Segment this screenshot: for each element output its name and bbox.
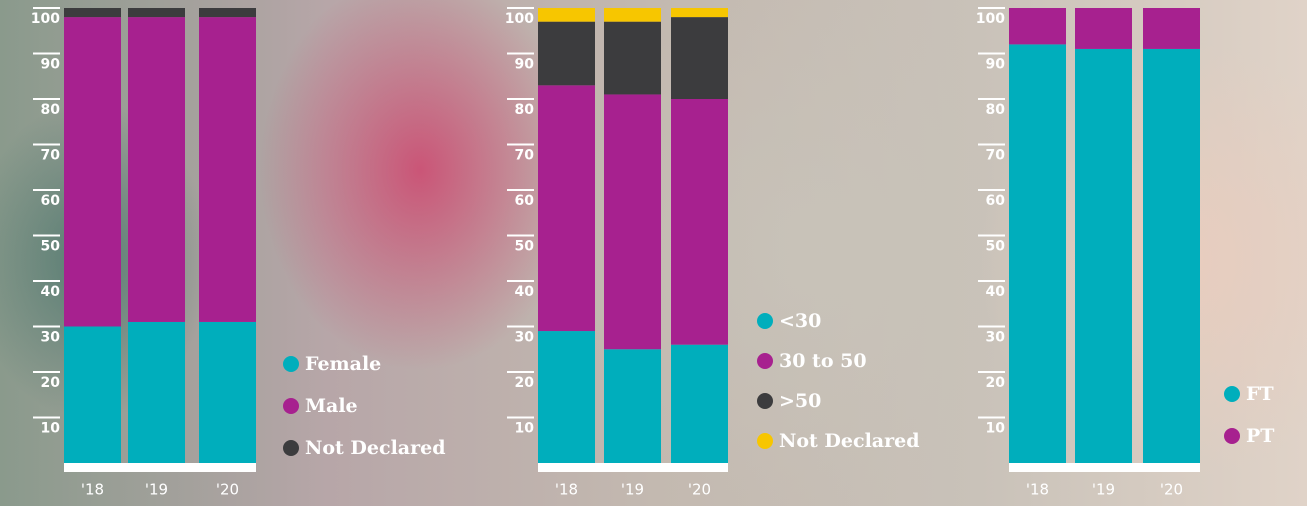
y-tick-label: 80 [986, 102, 1006, 118]
bar-segment [1009, 44, 1066, 463]
bar-segment [1009, 8, 1066, 44]
y-tick-label: 90 [986, 57, 1006, 73]
bar-segment [199, 8, 256, 17]
y-tick-label: 80 [515, 102, 535, 118]
bar-segment [671, 17, 728, 99]
y-tick-label: 40 [986, 284, 1006, 300]
bar-segment [1075, 8, 1132, 49]
charts: 10 20 30 40 50 60 70 80 90 100 '18 '19 '20 Female Male… [0, 0, 1307, 506]
y-tick-label: 30 [515, 330, 535, 346]
y-tick-label: 50 [41, 239, 61, 255]
bar-segment [199, 17, 256, 322]
bar-segment [128, 322, 185, 463]
legend-label: 30 to 50 [779, 350, 867, 372]
legend-label: >50 [779, 390, 821, 412]
x-tick-label: '20 [216, 481, 239, 499]
y-tick-label: 40 [41, 284, 61, 300]
page: 10 20 30 40 50 60 70 80 90 100 '18 '19 '20 Female Male… [0, 0, 1307, 506]
bar-segment [128, 17, 185, 322]
bar-segment [128, 8, 185, 17]
y-tick-label: 20 [41, 375, 61, 391]
legend-label: <30 [779, 310, 821, 332]
x-tick-label: '19 [145, 481, 168, 499]
y-tick-label: 60 [986, 193, 1006, 209]
y-tick-label: 60 [515, 193, 535, 209]
bar-segment [538, 8, 595, 22]
legend-label: Female [305, 353, 381, 375]
y-tick-label: 70 [986, 148, 1006, 164]
x-tick-label: '19 [1092, 481, 1115, 499]
y-tick-label: 70 [515, 148, 535, 164]
baseline [1009, 463, 1200, 472]
bar-segment [604, 349, 661, 463]
bar-segment [604, 22, 661, 95]
bar-segment [538, 331, 595, 463]
bar-segment [671, 345, 728, 463]
bar-segment [64, 327, 121, 464]
legend-swatch [283, 440, 299, 456]
y-tick-label: 30 [986, 330, 1006, 346]
bar-segment [199, 322, 256, 463]
legend-swatch [757, 313, 773, 329]
baseline [64, 463, 256, 472]
bar-segment [1143, 8, 1200, 49]
legend-swatch [1224, 386, 1240, 402]
y-tick-label: 90 [515, 57, 535, 73]
legend-label: Not Declared [305, 437, 445, 459]
y-tick-label: 50 [986, 239, 1006, 255]
bar-segment [1075, 49, 1132, 463]
y-tick-label: 30 [41, 330, 61, 346]
legend-swatch [283, 398, 299, 414]
bar-segment [64, 17, 121, 326]
y-tick-label: 60 [41, 193, 61, 209]
x-tick-label: '20 [688, 481, 711, 499]
x-tick-label: '18 [81, 481, 104, 499]
legend-swatch [1224, 428, 1240, 444]
legend-label: PT [1246, 425, 1274, 447]
x-tick-label: '18 [555, 481, 578, 499]
bar-segment [604, 94, 661, 349]
bar-segment [1143, 49, 1200, 463]
y-tick-label: 20 [515, 375, 535, 391]
y-tick-label: 10 [515, 421, 535, 437]
y-tick-label: 90 [41, 57, 61, 73]
legend-label: Male [305, 395, 358, 417]
legend-label: FT [1246, 383, 1274, 405]
legend-swatch [283, 356, 299, 372]
y-tick-label: 100 [505, 11, 534, 27]
y-tick-label: 40 [515, 284, 535, 300]
y-tick-label: 50 [515, 239, 535, 255]
x-tick-label: '19 [621, 481, 644, 499]
legend-swatch [757, 433, 773, 449]
x-tick-label: '18 [1026, 481, 1049, 499]
y-tick-label: 70 [41, 148, 61, 164]
legend-label: Not Declared [779, 430, 919, 452]
bar-segment [671, 8, 728, 17]
x-tick-label: '20 [1160, 481, 1183, 499]
legend-swatch [757, 353, 773, 369]
y-tick-label: 20 [986, 375, 1006, 391]
bar-segment [538, 22, 595, 86]
y-tick-label: 100 [976, 11, 1005, 27]
baseline [538, 463, 728, 472]
y-tick-label: 80 [41, 102, 61, 118]
y-tick-label: 10 [41, 421, 61, 437]
y-tick-label: 100 [31, 11, 60, 27]
y-tick-label: 10 [986, 421, 1006, 437]
legend-swatch [757, 393, 773, 409]
bar-segment [604, 8, 661, 22]
bar-segment [64, 8, 121, 17]
bar-segment [671, 99, 728, 345]
bar-segment [538, 85, 595, 331]
